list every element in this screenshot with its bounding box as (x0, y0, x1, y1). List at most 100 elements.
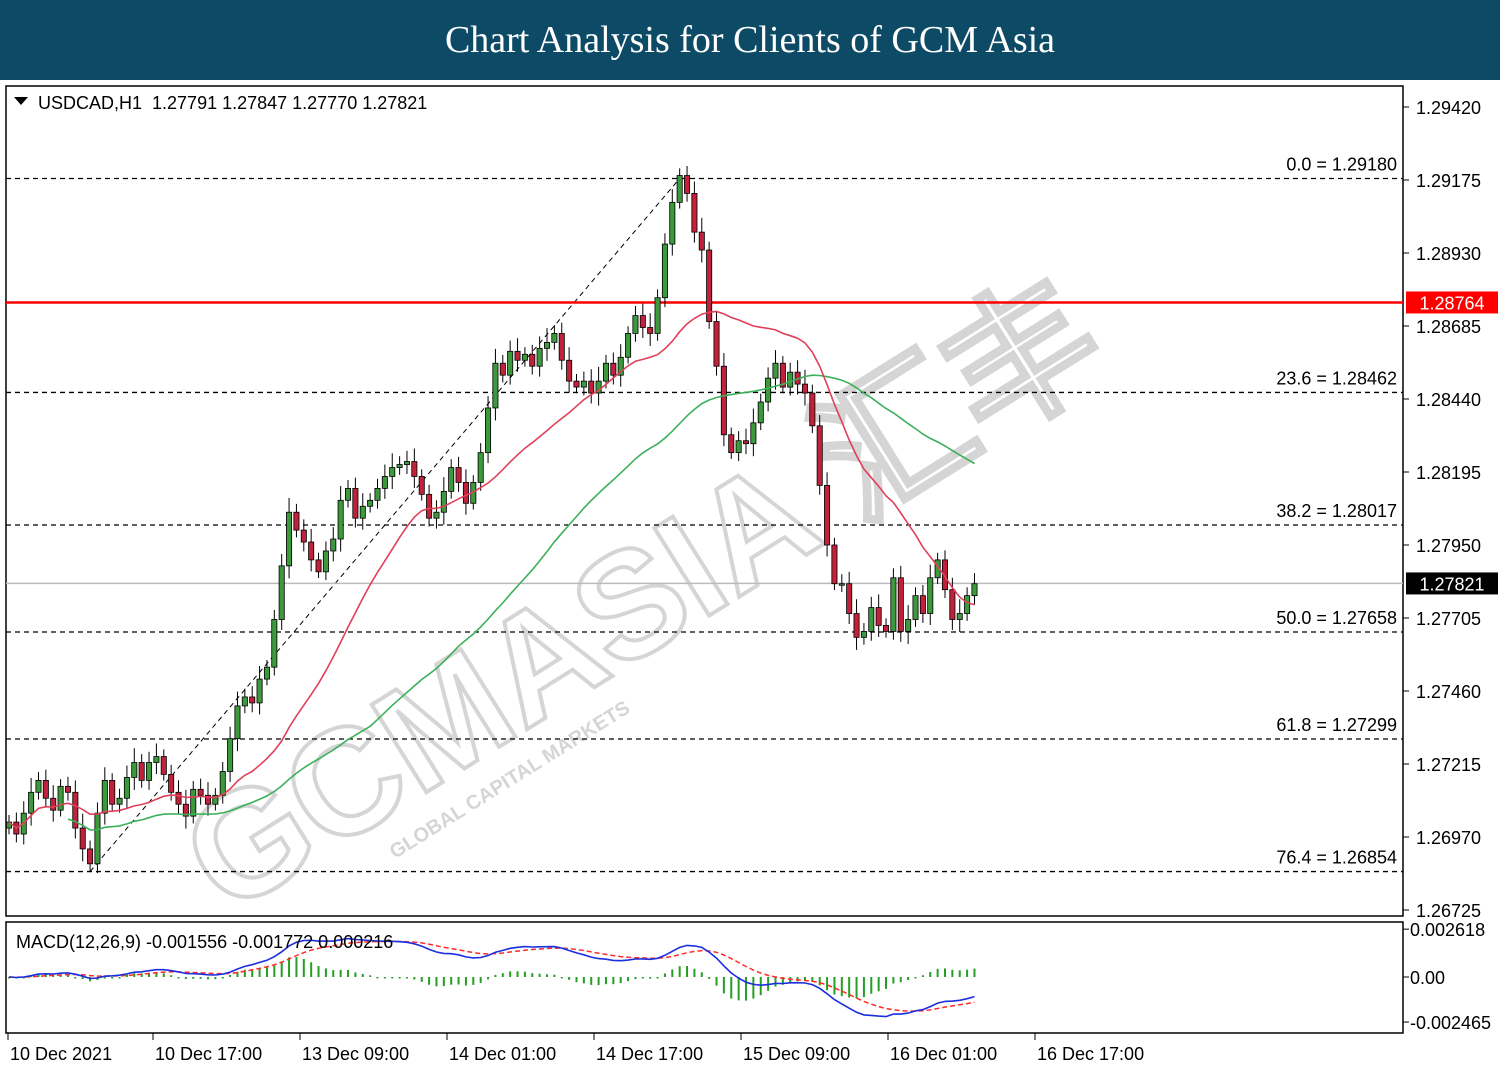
candle (610, 352, 617, 385)
candle (499, 354, 506, 383)
candle (750, 408, 757, 457)
candle-body (625, 333, 632, 358)
candle (293, 503, 300, 538)
candle-body (168, 774, 175, 793)
candle-body (300, 529, 307, 543)
candle-body (367, 499, 374, 507)
candle (440, 477, 447, 525)
candle-body (617, 356, 624, 376)
candle (182, 789, 189, 829)
candle (204, 782, 211, 816)
candle-body (816, 425, 823, 486)
candle (779, 356, 786, 394)
candle-body (779, 362, 786, 388)
candle-body (654, 297, 661, 334)
macd-y-tick-label: 0.00 (1410, 968, 1445, 988)
candle-body (256, 678, 263, 704)
symbol-dropdown-icon[interactable] (14, 97, 28, 105)
candle (308, 528, 315, 572)
symbol-header: USDCAD,H1 1.27791 1.27847 1.27770 1.2782… (38, 93, 427, 113)
candle (345, 480, 352, 508)
macd-y-tick-label: 0.002618 (1410, 920, 1485, 940)
candle (160, 749, 167, 781)
candle-body (824, 485, 831, 546)
candle-body (691, 193, 698, 233)
candle-body (403, 461, 410, 465)
candle (927, 564, 934, 626)
candle-body (212, 794, 219, 805)
candle-body (477, 452, 484, 483)
candle (87, 840, 94, 872)
candle-body (853, 613, 860, 638)
candle (477, 443, 484, 491)
candle (713, 310, 720, 376)
candle (64, 776, 71, 801)
candle-body (772, 362, 779, 379)
candle (661, 233, 668, 308)
candle-body (396, 464, 403, 468)
candle (639, 303, 646, 338)
y-tick-label: 1.26725 (1416, 901, 1481, 921)
candle (381, 464, 388, 499)
candle-body (831, 544, 838, 585)
candle (271, 609, 278, 676)
candle-body (728, 434, 735, 454)
candle-body (197, 788, 204, 796)
candle (544, 328, 551, 361)
candle (50, 785, 57, 822)
candle (617, 344, 624, 387)
x-tick-label: 14 Dec 17:00 (596, 1044, 703, 1064)
candle (956, 599, 963, 633)
x-tick-label: 13 Dec 09:00 (302, 1044, 409, 1064)
macd-y-tick-label: -0.002465 (1410, 1013, 1491, 1033)
candle-body (28, 791, 35, 814)
candle-body (905, 619, 912, 632)
candle-body (521, 353, 528, 361)
candle-body (499, 362, 506, 376)
candle-body (713, 321, 720, 367)
candle-body (219, 771, 226, 796)
candle-body (912, 595, 919, 620)
x-tick-label: 16 Dec 01:00 (890, 1044, 997, 1064)
candle-body (57, 785, 64, 811)
candle-body (507, 350, 514, 376)
candle (529, 344, 536, 375)
y-tick-label: 1.29175 (1416, 171, 1481, 191)
candle-body (131, 762, 138, 778)
candle (831, 537, 838, 590)
candle (860, 623, 867, 645)
candle-body (322, 550, 329, 573)
candle (57, 779, 64, 817)
candle-body (566, 359, 573, 382)
candle (971, 573, 978, 606)
candle (905, 605, 912, 644)
candle-body (389, 467, 396, 477)
candle-body (485, 407, 492, 454)
candle-body (846, 583, 853, 614)
candle-body (610, 362, 617, 376)
candle (698, 217, 705, 263)
candle-body (551, 333, 558, 343)
candle (411, 448, 418, 488)
y-tick-label: 1.27215 (1416, 755, 1481, 775)
candle-body (514, 350, 521, 361)
candle (846, 571, 853, 624)
candle-body (234, 705, 241, 740)
x-axis: 10 Dec 2021 10 Dec 17:00 13 Dec 09:00 14 De… (7, 1033, 1144, 1064)
macd-line (8, 937, 975, 1018)
candle (234, 691, 241, 752)
candle (330, 527, 337, 562)
candle (337, 486, 344, 552)
candle (352, 477, 359, 528)
candle-body (897, 577, 904, 632)
candle (197, 778, 204, 805)
candle-body (175, 791, 182, 805)
candle-body (743, 440, 750, 445)
candle-body (949, 589, 956, 620)
candle (109, 773, 116, 811)
candle-body (558, 333, 565, 361)
candle-body (883, 625, 890, 632)
candle-body (875, 607, 882, 626)
candle-body (160, 756, 167, 775)
candle-body (529, 353, 536, 367)
